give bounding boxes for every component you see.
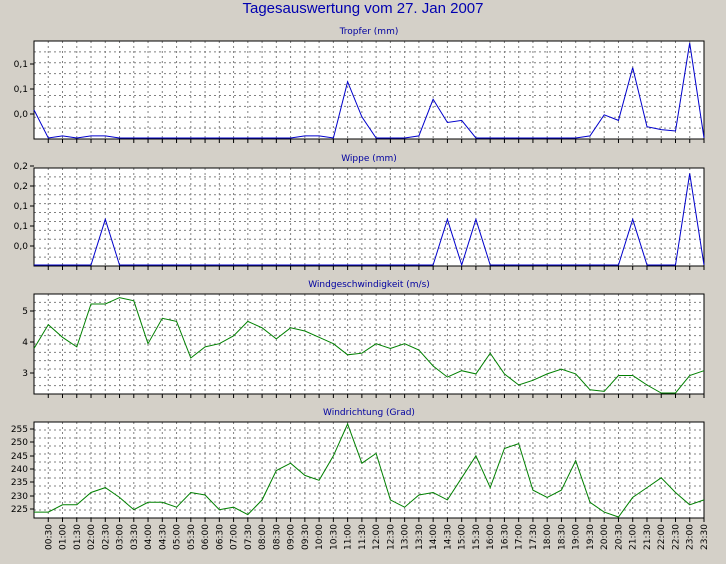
x-tick-label: 14:00 — [429, 524, 439, 550]
x-tick-label: 13:30 — [415, 524, 425, 550]
y-tick-label: 5 — [22, 307, 28, 317]
y-tick-label: 0,2 — [14, 162, 28, 172]
x-tick-label: 04:00 — [144, 524, 154, 550]
y-tick-label: 250 — [11, 438, 28, 448]
series-line — [34, 422, 705, 518]
y-tick-label: 0,0 — [14, 110, 29, 120]
panel-title: Windrichtung (Grad) — [323, 408, 415, 418]
x-tick-label: 17:00 — [515, 524, 525, 550]
x-tick-label: 08:00 — [258, 524, 268, 550]
x-tick-label: 23:30 — [700, 524, 710, 550]
series-line — [34, 173, 705, 267]
panel-2: Wippe (mm) 0,0 0,1 0,1 0,2 0,2 — [14, 154, 705, 270]
x-tick-label: 16:00 — [486, 524, 496, 550]
x-tick-label: 21:00 — [629, 524, 639, 550]
x-tick-label: 05:30 — [187, 524, 197, 550]
x-tick-label: 22:00 — [657, 524, 667, 550]
y-tick-label: 235 — [11, 478, 28, 488]
y-tick-label: 230 — [11, 492, 28, 502]
x-tick-label: 06:30 — [215, 524, 225, 550]
x-tick-label: 20:00 — [600, 524, 610, 550]
x-tick-label: 12:00 — [372, 524, 382, 550]
x-tick-label: 05:00 — [173, 524, 183, 550]
x-tick-label: 18:00 — [543, 524, 553, 550]
plot-area — [34, 168, 704, 266]
panel-title: Windgeschwindigkeit (m/s) — [308, 280, 430, 290]
x-tick-label: 14:30 — [443, 524, 453, 550]
x-tick-label: 09:30 — [301, 524, 311, 550]
x-tick-label: 04:30 — [158, 524, 168, 550]
x-tick-label: 03:30 — [130, 524, 140, 550]
y-tick-label: 255 — [11, 425, 28, 435]
x-tick-label: 11:00 — [344, 524, 354, 550]
x-tick-label: 11:30 — [358, 524, 368, 550]
series-line — [33, 297, 705, 394]
x-tick-label: 07:00 — [230, 524, 240, 550]
x-tick-label: 20:30 — [615, 524, 625, 550]
panel-1: Tropfer (mm) 0,0 0,1 0,1 — [14, 27, 705, 143]
x-tick-label: 19:00 — [572, 524, 582, 550]
x-tick-label: 06:00 — [201, 524, 211, 550]
plot-border — [33, 167, 705, 267]
x-tick-label: 21:30 — [643, 524, 653, 550]
x-tick-label: 09:00 — [287, 524, 297, 550]
y-tick-label: 0,1 — [14, 85, 28, 95]
x-tick-label: 03:00 — [116, 524, 126, 550]
x-tick-label: 15:30 — [472, 524, 482, 550]
x-tick-label: 12:30 — [386, 524, 396, 550]
x-tick-label: 19:30 — [586, 524, 596, 550]
chart-title: Tagesauswertung vom 27. Jan 2007 — [242, 0, 484, 17]
x-tick-label: 02:00 — [87, 524, 97, 550]
x-tick-label: 07:30 — [244, 524, 254, 550]
panel-title: Wippe (mm) — [341, 154, 397, 164]
x-tick-label: 22:30 — [672, 524, 682, 550]
plot-border — [33, 40, 705, 140]
x-tick-label: 15:00 — [458, 524, 468, 550]
x-tick-label: 18:30 — [557, 524, 567, 550]
panel-3: Windgeschwindigkeit (m/s) 3 4 5 — [22, 280, 705, 398]
y-tick-label: 0,1 — [14, 202, 28, 212]
y-tick-label: 4 — [22, 338, 28, 348]
y-tick-label: 0,1 — [14, 222, 28, 232]
x-tick-label: 02:30 — [101, 524, 111, 550]
y-tick-label: 245 — [11, 452, 28, 462]
y-tick-label: 240 — [11, 465, 28, 475]
y-tick-label: 0,2 — [14, 182, 28, 192]
plot-border — [33, 293, 705, 395]
x-tick-label: 17:30 — [529, 524, 539, 550]
panel-title: Tropfer (mm) — [339, 27, 399, 37]
x-tick-label: 01:30 — [73, 524, 83, 550]
plot-area — [34, 41, 704, 139]
x-tick-label: 01:00 — [59, 524, 69, 550]
y-tick-label: 0,1 — [14, 60, 28, 70]
x-tick-label: 23:00 — [686, 524, 696, 550]
x-tick-label: 10:00 — [315, 524, 325, 550]
y-tick-label: 3 — [22, 369, 28, 379]
y-tick-label: 0,0 — [14, 242, 29, 252]
x-tick-label: 00:30 — [44, 524, 54, 550]
x-tick-label: 08:30 — [272, 524, 282, 550]
panel-4: Windrichtung (Grad) 225 230 235 240 245 250 255 — [11, 408, 705, 522]
x-tick-label: 16:30 — [500, 524, 510, 550]
series-line — [33, 42, 705, 139]
x-tick-label: 10:30 — [329, 524, 339, 550]
plot-border — [33, 421, 705, 519]
y-tick-label: 225 — [11, 505, 28, 515]
x-tick-label: 13:00 — [401, 524, 411, 550]
